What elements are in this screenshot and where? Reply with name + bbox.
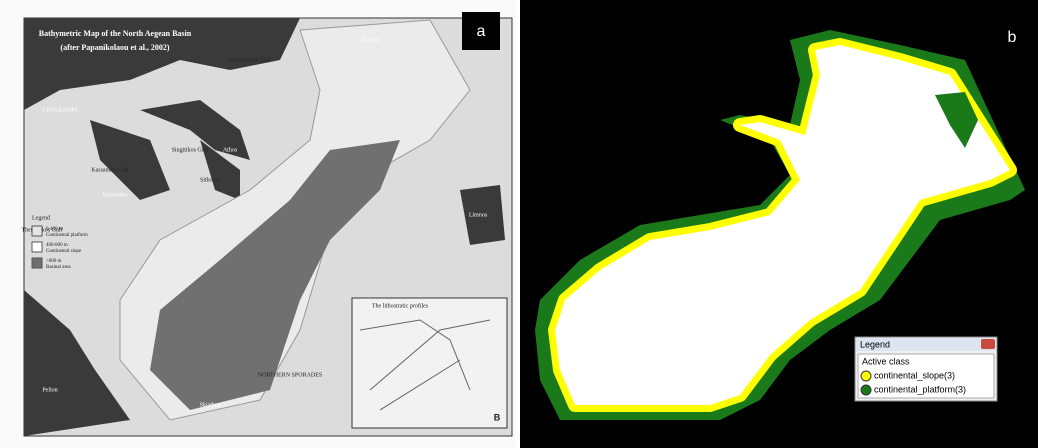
- legend-range: 0-400 m: [46, 227, 63, 232]
- legend-range: 400-800 m: [46, 243, 68, 248]
- legend-label: Continental platform: [46, 233, 88, 238]
- legend-range: >800 m: [46, 259, 62, 264]
- place-name: Thassos: [360, 37, 380, 43]
- place-name: Pelion: [42, 387, 57, 393]
- place-name: Strymonikos Gulf: [228, 56, 271, 63]
- legend-swatch: [32, 258, 42, 268]
- legend-label: Continental slope: [46, 249, 82, 254]
- panel-a: a Bathymetric Map of the North Aegean Ba…: [0, 0, 516, 448]
- legend-title: Legend: [860, 339, 890, 349]
- figure: a Bathymetric Map of the North Aegean Ba…: [0, 0, 1038, 448]
- legend-label: Basinal area: [46, 265, 71, 270]
- inset: [352, 298, 507, 428]
- panel-label: b: [1008, 29, 1017, 46]
- inset-title: The lithostratic profiles: [372, 302, 429, 309]
- place-name: NORTHERN SPORADES: [258, 372, 322, 378]
- map-subtitle: (after Papanikolaou et al., 2002): [60, 43, 170, 52]
- legend-swatch: [861, 385, 871, 395]
- place-name: Skiathos: [200, 402, 221, 408]
- place-name: Sithonia: [200, 177, 220, 183]
- inset-label: B: [494, 412, 501, 422]
- legend-swatch: [32, 242, 42, 252]
- legend-label: continental_platform(3): [874, 384, 966, 394]
- place-name: Kassandra: [103, 192, 128, 198]
- place-name: Kassandra Gulf: [91, 166, 129, 173]
- legend-label: continental_slope(3): [874, 370, 955, 380]
- panel-label: a: [477, 23, 486, 40]
- legend-swatch: [32, 226, 42, 236]
- map-title: Bathymetric Map of the North Aegean Basi…: [39, 29, 192, 38]
- place-name: Limnos: [469, 212, 488, 218]
- panel-b: b Legend Active class continental_slope(…: [520, 0, 1038, 448]
- legend-title: Legend: [32, 215, 50, 221]
- place-name: Athos: [223, 147, 238, 153]
- close-button[interactable]: [981, 339, 995, 349]
- place-name: Singitikos Gulf: [172, 146, 209, 153]
- place-name: CHALKIDIKI: [42, 107, 77, 113]
- page: a Bathymetric Map of the North Aegean Ba…: [0, 0, 1038, 448]
- legend-header: Active class: [862, 356, 910, 366]
- legend-swatch: [861, 371, 871, 381]
